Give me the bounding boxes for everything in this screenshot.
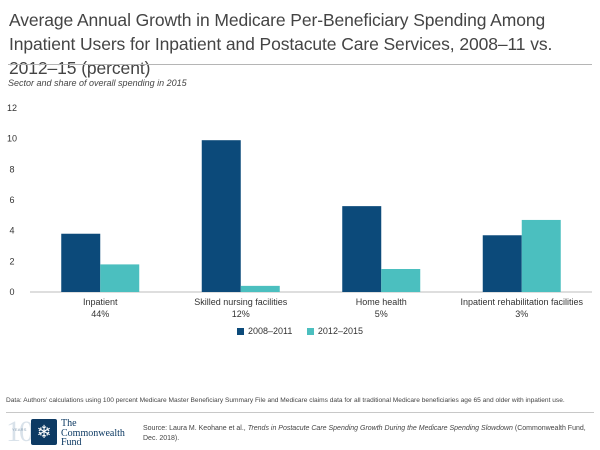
y-tick-label: 4 — [9, 226, 14, 236]
x-category-label: Home health — [356, 297, 407, 307]
x-category-share: 5% — [375, 309, 388, 319]
y-tick-label: 2 — [9, 256, 14, 266]
data-note: Data: Authors' calculations using 100 pe… — [6, 397, 565, 404]
y-tick-label: 10 — [7, 134, 17, 144]
legend-item-series-1: 2008–2011 — [237, 326, 292, 336]
logo-line-2: Commonwealth — [61, 427, 125, 439]
source-title: Trends in Postacute Care Spending Growth… — [247, 425, 513, 432]
x-category-label: Skilled nursing facilities — [194, 297, 288, 307]
logo-anniversary-number: 10 — [6, 415, 34, 448]
bar-2012-2015 — [240, 285, 280, 292]
title-divider — [8, 64, 592, 65]
x-category-share: 44% — [91, 309, 109, 319]
bar-2012-2015 — [381, 269, 421, 292]
x-category-share: 12% — [232, 309, 250, 319]
bar-2008-2011 — [61, 233, 101, 292]
y-tick-label: 12 — [7, 103, 17, 113]
bar-2008-2011 — [201, 140, 241, 292]
bar-chart: 0 2 4 6 8 10 12 Inpatient 44% Skilled nursing fac… — [7, 103, 592, 319]
legend-label: 2008–2011 — [248, 326, 293, 336]
chart-legend: 2008–2011 2012–2015 — [0, 326, 600, 337]
bar-2012-2015 — [521, 219, 561, 292]
logo-wordmark: The Commonwealth Fund — [61, 419, 125, 448]
bar-2008-2011 — [482, 235, 522, 292]
source-prefix: Source: Laura M. Keohane et al., — [143, 425, 248, 432]
y-tick-label: 8 — [9, 164, 14, 174]
bar-2008-2011 — [342, 206, 382, 292]
x-category-share: 3% — [515, 309, 528, 319]
legend-label: 2012–2015 — [317, 326, 363, 336]
y-tick-label: 6 — [9, 195, 14, 205]
bar-2012-2015 — [100, 264, 140, 292]
source-citation: Source: Laura M. Keohane et al., Trends … — [143, 424, 593, 444]
x-category-label: Inpatient rehabilitation facilities — [460, 297, 583, 307]
y-tick-label: 0 — [9, 287, 14, 297]
footer-divider — [6, 412, 594, 413]
source-suffix: (Commonwealth Fund, Dec. 2018). — [143, 425, 586, 442]
x-category-label: Inpatient — [83, 297, 118, 307]
legend-item-series-2: 2012–2015 — [306, 326, 363, 336]
snowflake-icon: ❄ — [31, 419, 57, 445]
logo-anniversary-years: YEARS — [12, 427, 27, 432]
logo-line-1: The — [61, 418, 77, 429]
logo-line-3: Fund — [61, 437, 82, 448]
chart-title: Average Annual Growth in Medicare Per-Be… — [9, 10, 553, 78]
legend-swatch — [237, 327, 245, 335]
chart-subtitle: Sector and share of overall spending in … — [8, 78, 187, 88]
legend-swatch — [306, 327, 314, 335]
commonwealth-fund-logo: 10 YEARS ❄ The Commonwealth Fund — [6, 415, 125, 448]
